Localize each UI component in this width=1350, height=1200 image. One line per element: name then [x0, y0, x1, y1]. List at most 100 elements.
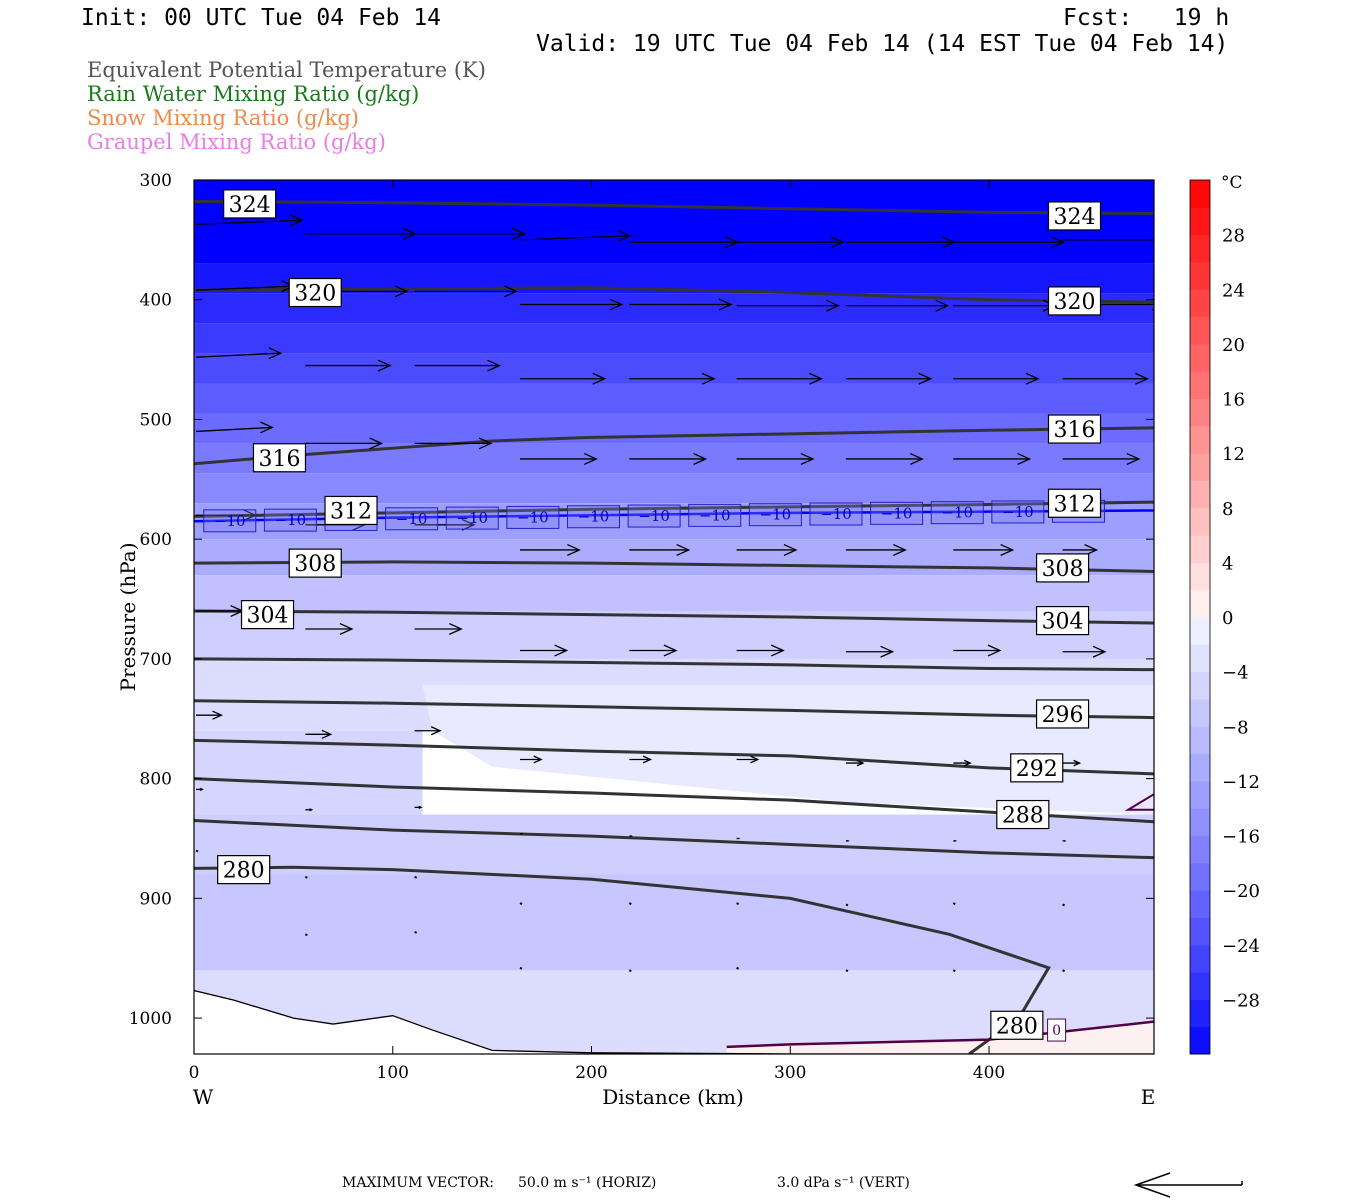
- wind-vector-head: [964, 759, 972, 767]
- wind-vector-head: [676, 543, 691, 556]
- temperature-band: [194, 180, 1154, 264]
- terrain-line: [194, 989, 1154, 1054]
- wind-vector: [304, 875, 308, 879]
- wind-vector-shaft: [195, 426, 273, 433]
- colorbar-swatch: [1190, 999, 1210, 1028]
- colorbar-tick-label: 12: [1222, 444, 1245, 465]
- isotherm-label: −10: [203, 509, 257, 533]
- wind-vector-head: [909, 452, 924, 465]
- colorbar-tick-label: −8: [1222, 717, 1249, 738]
- y-tick-label: 400: [140, 291, 172, 311]
- wind-vector-head: [289, 214, 304, 227]
- wind-vector: [736, 644, 785, 657]
- wind-vector: [629, 543, 691, 556]
- wind-vector-shaft: [195, 352, 281, 358]
- wind-vector: [1062, 969, 1066, 973]
- wind-vector-head: [268, 347, 283, 360]
- wind-vector: [414, 805, 423, 809]
- colorbar-swatch: [1190, 180, 1210, 208]
- colorbar-tick-label: −28: [1222, 990, 1260, 1011]
- x-axis-title: Distance (km): [602, 1085, 744, 1109]
- theta-e-label: 308: [1035, 553, 1090, 583]
- wind-vector: [414, 285, 518, 298]
- theta-e-label-box: [1035, 605, 1090, 636]
- wind-vector-head: [718, 298, 733, 311]
- theta-e-labels: 324 324 320 320 316 316 312 312 308 308 304 304 296 2…: [217, 189, 1102, 1040]
- colorbar-swatch: [1190, 289, 1210, 318]
- wind-vector: [414, 437, 493, 450]
- wind-vector: [414, 622, 463, 635]
- wind-vector: [953, 644, 1002, 657]
- isotherm-label: −10: [445, 506, 499, 530]
- wind-vector: [519, 902, 523, 906]
- wind-vector-head: [826, 299, 840, 312]
- wind-vector-head: [461, 518, 476, 531]
- isotherm-label: −10: [567, 505, 621, 529]
- wind-vector: [736, 299, 840, 312]
- wind-vector: [845, 372, 933, 385]
- graupel-contour: [1124, 793, 1154, 811]
- x-end-label-west: W: [193, 1085, 214, 1109]
- colorbar-swatch: [1190, 726, 1210, 755]
- isotherm-label-text: −10: [275, 511, 307, 529]
- legend-rain: Rain Water Mixing Ratio (g/kg): [87, 82, 420, 106]
- wind-vector-shaft: [195, 285, 294, 291]
- wind-vector: [195, 849, 199, 853]
- x-tick-label: 200: [575, 1063, 607, 1083]
- wind-vector-head: [987, 644, 1002, 657]
- colorbar-swatch: [1190, 835, 1210, 864]
- wind-vector: [953, 543, 1015, 556]
- temperature-band: [194, 323, 1154, 354]
- wind-vector-shaft: [519, 235, 631, 241]
- max-vector-arrow: [1133, 1172, 1243, 1198]
- colorbar-swatch: [1190, 589, 1210, 618]
- wind-vector: [305, 729, 333, 739]
- wind-vector: [629, 452, 708, 465]
- wind-vector-head: [1092, 645, 1107, 658]
- isotherm-label: −10: [991, 500, 1045, 524]
- wind-vector: [736, 837, 741, 840]
- wind-vector-dot: [845, 969, 849, 973]
- wind-vector-head: [199, 787, 204, 791]
- isotherm-label-box: [930, 501, 984, 525]
- wind-vector-head: [737, 837, 741, 840]
- wind-vector-head: [521, 832, 524, 835]
- theta-e-label-box: [288, 548, 342, 578]
- wind-vector-head: [642, 755, 653, 764]
- x-end-label-east: E: [1141, 1085, 1156, 1109]
- wind-vector-head: [567, 543, 581, 556]
- wind-vector: [519, 832, 524, 835]
- theta-e-label: 296: [1035, 699, 1090, 729]
- colorbar-tick-label: 4: [1222, 553, 1233, 574]
- wind-vector: [305, 622, 354, 635]
- zero-label-box: [1047, 1018, 1067, 1042]
- temperature-band: [194, 383, 1154, 414]
- wind-vector: [1062, 759, 1082, 767]
- theta-e-label: 288: [996, 799, 1050, 830]
- theta-e-label: 320: [288, 277, 342, 308]
- x-axis: 0 100 200 300 400 W E Distance (km): [189, 180, 1156, 1109]
- wind-vector: [414, 726, 442, 736]
- wind-vector: [629, 644, 678, 657]
- wind-vector-dot: [1062, 969, 1066, 973]
- wind-vector-head: [339, 622, 354, 635]
- wind-vector: [736, 966, 740, 970]
- temperature-band: [194, 575, 1154, 612]
- wind-vector: [414, 875, 418, 879]
- wind-vector: [195, 347, 283, 360]
- wind-vector-head: [1135, 372, 1149, 385]
- wind-vector-head: [1025, 372, 1040, 385]
- wind-vector-dot: [304, 875, 308, 879]
- wind-vector-head: [1165, 234, 1177, 245]
- x-tick-label: 100: [377, 1063, 409, 1083]
- legend-snow: Snow Mixing Ratio (g/kg): [87, 106, 359, 130]
- wind-vector-head: [935, 299, 950, 312]
- wind-vector: [1062, 234, 1177, 245]
- theta-e-label-box: [996, 799, 1050, 830]
- wind-vector-head: [893, 543, 907, 556]
- wind-vector-head: [1073, 759, 1082, 767]
- wind-vector-dot: [414, 875, 418, 879]
- wind-vector: [953, 372, 1040, 385]
- plot-frame: [193, 179, 1155, 1055]
- colorbar-swatch: [1190, 780, 1210, 809]
